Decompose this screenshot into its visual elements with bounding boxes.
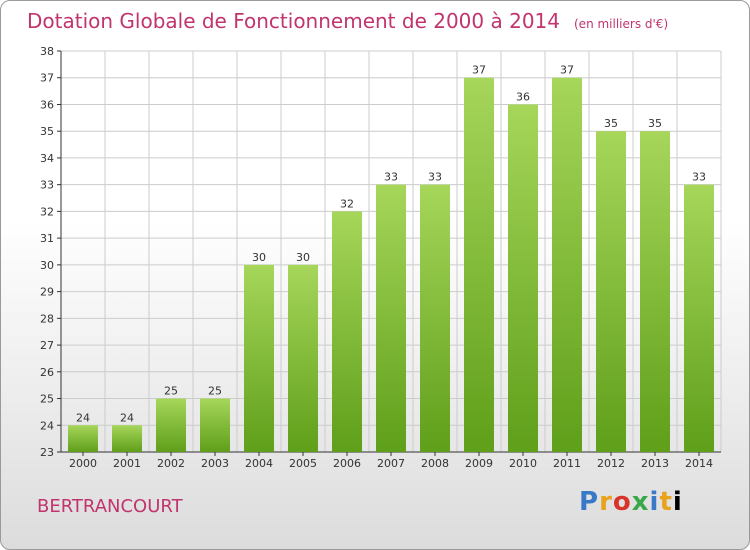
y-tick-label: 25 [40, 393, 54, 406]
y-tick-label: 24 [40, 419, 54, 432]
bar [596, 131, 626, 452]
bar [420, 184, 450, 452]
y-tick-label: 35 [40, 125, 54, 138]
bars [68, 77, 714, 452]
x-tick-label: 2010 [509, 457, 537, 470]
bar-value-label: 33 [384, 171, 398, 184]
y-tick-label: 34 [40, 152, 54, 165]
bar-value-label: 33 [428, 171, 442, 184]
x-tick-label: 2002 [157, 457, 185, 470]
y-tick-label: 32 [40, 205, 54, 218]
y-tick-label: 29 [40, 286, 54, 299]
bar-value-label: 25 [164, 385, 178, 398]
y-tick-label: 30 [40, 259, 54, 272]
proxiti-logo[interactable]: Proxiti [579, 487, 683, 517]
bar [288, 264, 318, 452]
chart-title: Dotation Globale de Fonctionnement de 20… [27, 9, 668, 33]
bar-value-label: 25 [208, 385, 222, 398]
x-tick-label: 2003 [201, 457, 229, 470]
x-tick-label: 2009 [465, 457, 493, 470]
bar [508, 104, 538, 452]
bar-value-label: 30 [252, 251, 266, 264]
y-tick-label: 28 [40, 312, 54, 325]
x-tick-label: 2013 [641, 457, 669, 470]
x-tick-label: 2000 [69, 457, 97, 470]
bar [376, 184, 406, 452]
x-tick-label: 2006 [333, 457, 361, 470]
x-tick-label: 2011 [553, 457, 581, 470]
bar-value-label: 35 [604, 117, 618, 130]
chart-unit-label: (en milliers d'€) [574, 17, 669, 31]
x-tick-label: 2008 [421, 457, 449, 470]
bar [332, 211, 362, 452]
bar [244, 264, 274, 452]
bar-value-label: 24 [120, 411, 134, 424]
bar-value-label: 37 [560, 64, 574, 77]
y-tick-label: 36 [40, 98, 54, 111]
bar-value-label: 33 [692, 171, 706, 184]
bar-value-label: 24 [76, 411, 90, 424]
x-tick-label: 2014 [685, 457, 713, 470]
bar-value-label: 32 [340, 197, 354, 210]
y-tick-label: 33 [40, 179, 54, 192]
bar [552, 77, 582, 452]
y-tick-label: 27 [40, 339, 54, 352]
bar [684, 184, 714, 452]
labels: 23 24 25 26 27 28 29 30 31 32 33 34 35 36 37 38 24 2000 24… [40, 45, 713, 470]
bar [200, 398, 230, 452]
chart-title-main: Dotation Globale de Fonctionnement de 20… [27, 9, 560, 33]
x-tick-label: 2007 [377, 457, 405, 470]
y-tick-label: 37 [40, 72, 54, 85]
x-tick-label: 2001 [113, 457, 141, 470]
y-tick-label: 31 [40, 232, 54, 245]
commune-name: BERTRANCOURT [37, 496, 183, 517]
bar [112, 425, 142, 452]
y-tick-label: 38 [40, 45, 54, 58]
y-tick-label: 26 [40, 366, 54, 379]
bar [464, 77, 494, 452]
bar-value-label: 30 [296, 251, 310, 264]
x-tick-label: 2005 [289, 457, 317, 470]
bar-value-label: 37 [472, 64, 486, 77]
bar-value-label: 35 [648, 117, 662, 130]
bar [156, 398, 186, 452]
y-tick-label: 23 [40, 446, 54, 459]
x-tick-label: 2012 [597, 457, 625, 470]
x-tick-label: 2004 [245, 457, 273, 470]
bar [640, 131, 670, 452]
bar-value-label: 36 [516, 90, 530, 103]
bar [68, 425, 98, 452]
